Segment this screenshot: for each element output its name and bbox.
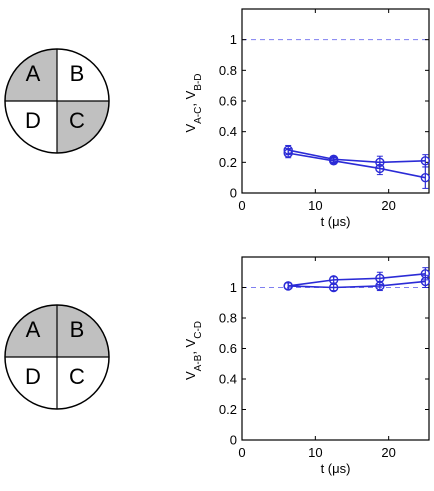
y-tick-label: 0.8: [219, 63, 237, 78]
quadrant-c: [57, 357, 109, 409]
x-tick-label: 10: [308, 198, 322, 213]
detector-quadrant-diagram-1: A BC D: [4, 48, 110, 154]
x-tick-label: 20: [381, 445, 395, 460]
data-point: [420, 156, 431, 166]
quadrant-c: [57, 101, 109, 153]
y-axis-label: VA-B, VC-D: [183, 321, 204, 380]
y-tick-label: 0.6: [219, 94, 237, 109]
y-label-v1: V: [183, 124, 198, 133]
quadrant-label-a: A: [26, 61, 41, 86]
data-point: [375, 163, 385, 174]
chart-2: 00.20.40.60.810 10 20t (μs)VA-B, VC-D: [183, 256, 431, 476]
data-point: [283, 148, 293, 158]
y-label-v1: V: [183, 371, 198, 380]
quadrant-b: [57, 49, 109, 101]
x-axis-label: t (μs): [321, 461, 351, 476]
detector-quadrant-diagram-2: A BC D: [4, 304, 110, 410]
y-label-sub2: C-D: [193, 321, 204, 339]
y-tick-label: 0.2: [219, 402, 237, 417]
data-point: [420, 276, 431, 287]
quadrant-label-a: A: [26, 317, 41, 342]
data-point: [328, 156, 339, 166]
data-point: [420, 172, 431, 183]
quadrant-label-d: D: [25, 364, 41, 389]
quadrant-a: [5, 49, 57, 101]
quadrant-d: [5, 357, 57, 409]
quadrant-label-b: B: [70, 317, 85, 342]
quadrant-d: [5, 101, 57, 153]
y-tick-label: 0.8: [219, 311, 237, 326]
y-label-sep: , V: [183, 338, 198, 354]
y-label-sub2: B-D: [193, 73, 204, 90]
quadrant-label-c: C: [69, 364, 85, 389]
y-tick-label: 0: [230, 433, 237, 448]
series-line: [288, 152, 426, 179]
series-line: [288, 149, 426, 164]
quadrant-label-b: B: [70, 61, 85, 86]
series-line: [288, 280, 426, 289]
y-tick-label: 1: [230, 32, 237, 47]
data-point: [283, 281, 293, 291]
x-tick-label: 20: [381, 198, 395, 213]
y-tick-label: 0.2: [219, 155, 237, 170]
x-tick-label: 0: [238, 445, 245, 460]
x-tick-label: 10: [308, 445, 322, 460]
y-tick-label: 0: [230, 186, 237, 201]
series-2: [283, 148, 431, 189]
x-tick-label: 0: [238, 198, 245, 213]
quadrant-b: [57, 305, 109, 357]
y-label-sep: , V: [183, 90, 198, 106]
data-point: [375, 281, 385, 291]
x-axis-label: t (μs): [321, 214, 351, 229]
quadrant-label-d: D: [25, 108, 41, 133]
chart-1: 00.20.40.60.810 10 20t (μs)VA-C, VB-D: [183, 8, 431, 229]
data-point: [328, 282, 339, 293]
series-line: [288, 272, 426, 287]
series-2: [283, 274, 431, 293]
y-label-sub1: A-B: [193, 354, 204, 371]
y-tick-label: 1: [230, 280, 237, 295]
quadrant-label-c: C: [69, 108, 85, 133]
quadrant-a: [5, 305, 57, 357]
plot-frame: [241, 8, 430, 194]
y-tick-label: 0.4: [219, 372, 237, 387]
y-label-sub1: A-C: [193, 107, 204, 124]
y-tick-label: 0.6: [219, 341, 237, 356]
y-axis-label: VA-C, VB-D: [183, 73, 204, 132]
y-tick-label: 0.4: [219, 124, 237, 139]
